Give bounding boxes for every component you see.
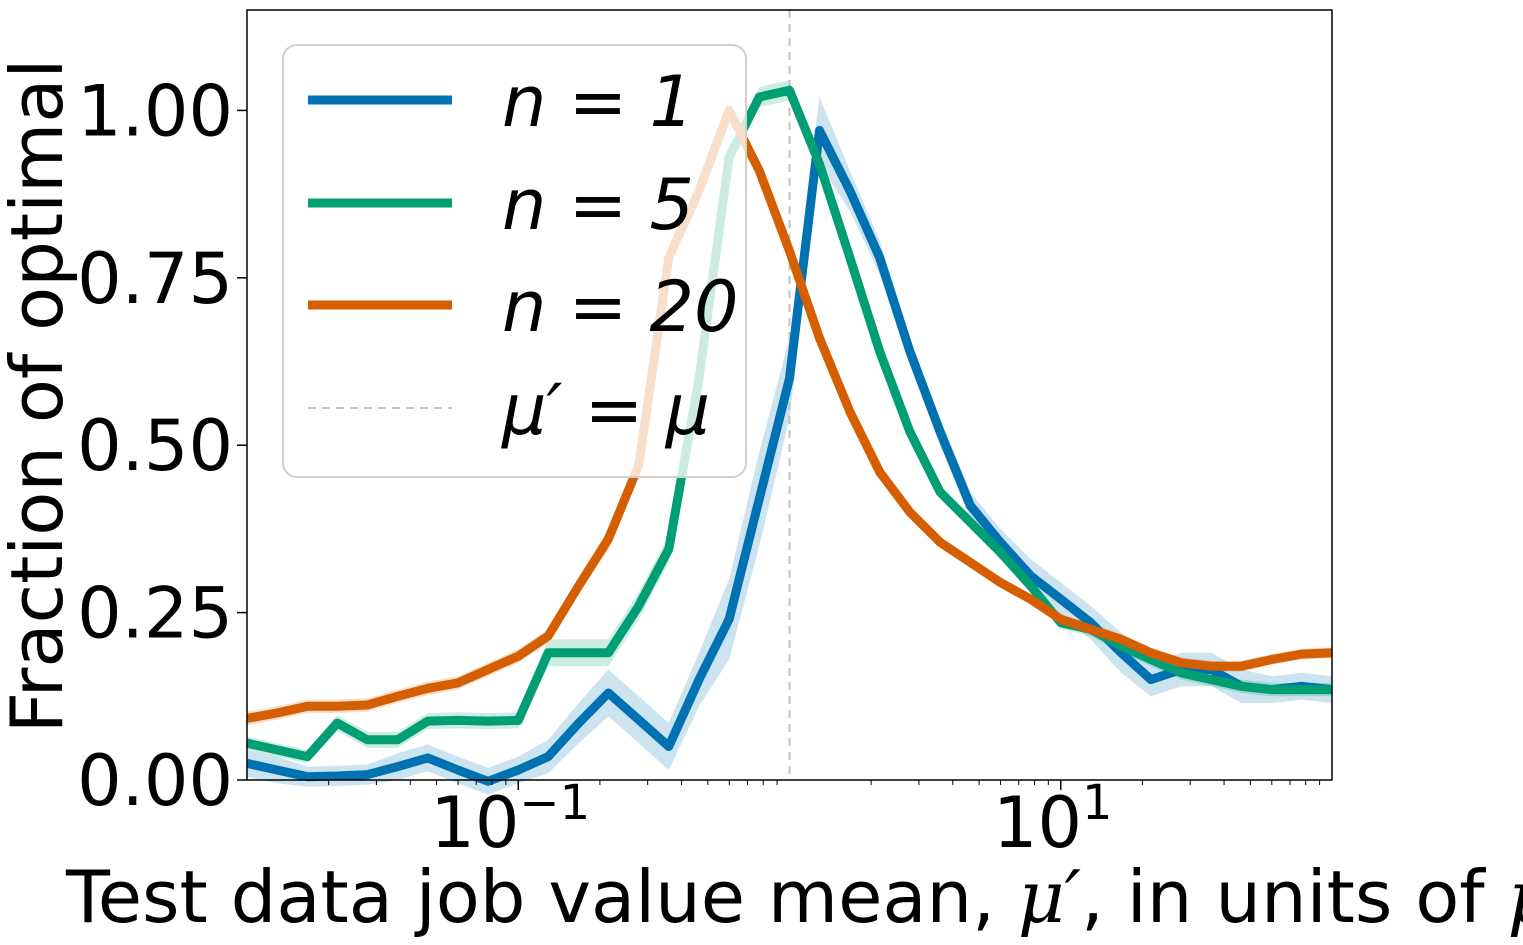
y-tick-label: 0.75: [77, 238, 233, 320]
legend-label-reference: μ′ = μ: [501, 369, 710, 451]
x-axis-label-prefix: Test data job value mean,: [65, 855, 1018, 939]
legend-label-n1: n = 1: [502, 61, 694, 143]
legend-label-n20: n = 20: [502, 266, 739, 348]
y-tick-label: 1.00: [77, 70, 233, 152]
x-tick-label: 101: [993, 775, 1113, 864]
series-lines: [246, 85, 1333, 786]
x-axis-label-unit: μ: [1508, 855, 1523, 939]
y-tick-label: 0.00: [77, 740, 233, 822]
y-axis-label: Fraction of optimal: [0, 59, 79, 734]
x-axis-label: Test data job value mean, μ′, in units o…: [65, 855, 1523, 939]
x-axis-ticks: 10−1 101: [328, 775, 1321, 864]
x-tick-label: 10−1: [430, 775, 590, 864]
series-line-3: [246, 105, 1333, 723]
y-tick-label: 0.25: [77, 573, 233, 655]
series-line-2: [246, 85, 1332, 762]
y-axis-ticks: 0.00 0.25 0.50 0.75 1.00: [77, 70, 247, 822]
legend-box: [282, 44, 747, 478]
y-tick-label: 0.50: [77, 405, 233, 487]
legend-label-n5: n = 5: [502, 164, 694, 246]
x-axis-label-symbol: μ′: [1018, 855, 1081, 939]
plot-frame: [246, 9, 1333, 781]
series-line-1: [246, 126, 1333, 786]
legend: n = 1 n = 5 n = 20 μ′ = μ: [282, 44, 747, 478]
x-axis-label-mid: , in units of: [1081, 855, 1507, 939]
